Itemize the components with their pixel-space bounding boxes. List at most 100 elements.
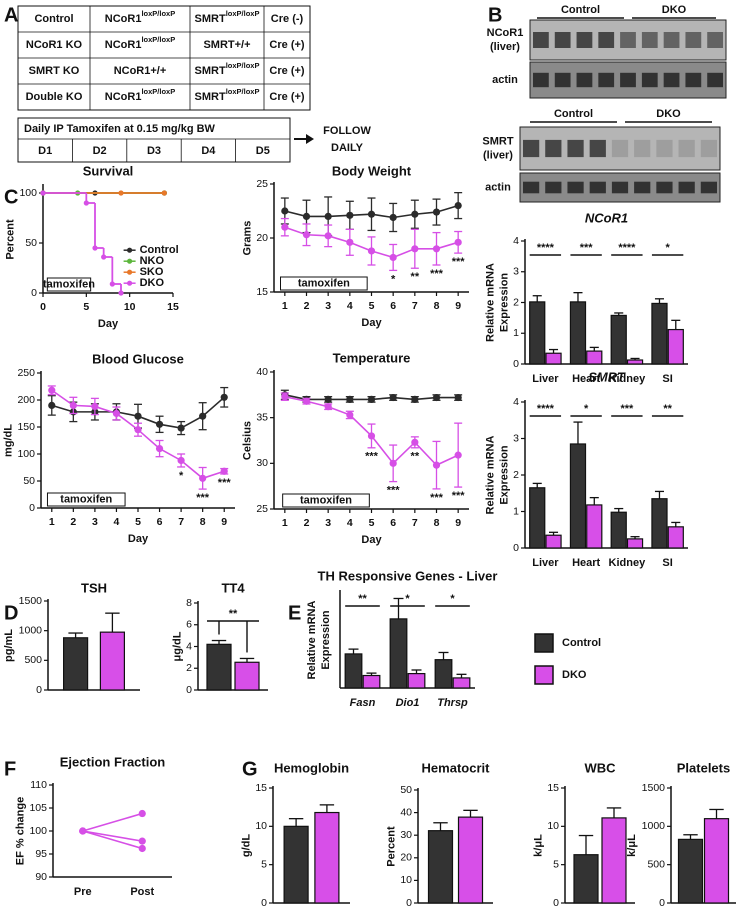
significance-label: *** xyxy=(430,492,444,504)
y-tick-label: 50 xyxy=(25,237,37,249)
x-tick-label: 5 xyxy=(369,300,375,312)
chart-title: Temperature xyxy=(333,350,411,365)
y-axis-label: EF % change xyxy=(14,797,26,865)
schedule-follow: DAILY xyxy=(331,142,364,154)
bar xyxy=(344,653,363,689)
y-axis-label: k/μL xyxy=(533,834,545,857)
bar xyxy=(677,838,704,904)
series-marker xyxy=(367,395,376,403)
cell-superscript: loxP/loxP xyxy=(141,35,175,44)
legend-marker xyxy=(127,269,133,275)
blot-band xyxy=(707,32,723,48)
x-tick-label: 7 xyxy=(178,516,184,528)
table-cell: NCoR1+/+ xyxy=(114,65,167,77)
series-line xyxy=(82,830,143,850)
panel-label: A xyxy=(4,4,18,26)
series-marker xyxy=(411,395,419,403)
blot-row-label: SMRT xyxy=(482,135,513,147)
bar xyxy=(99,631,126,691)
table-cell: NCoR1loxP/loxP xyxy=(105,87,175,102)
series-marker xyxy=(199,412,207,420)
panel-label: E xyxy=(288,602,301,624)
series-marker xyxy=(48,386,56,394)
y-tick-label: 500 xyxy=(24,654,42,666)
y-tick-label: 1 xyxy=(513,327,519,339)
significance-label: *** xyxy=(196,492,210,504)
legend-marker xyxy=(127,258,133,264)
legend-marker xyxy=(127,280,133,286)
y-tick-label: 40 xyxy=(256,366,268,378)
y-axis-label: mg/dL xyxy=(2,424,14,457)
blot-band xyxy=(567,181,584,194)
blot-band xyxy=(554,32,571,48)
cell-base: NCoR1 xyxy=(105,39,142,51)
series-line xyxy=(82,830,143,842)
y-tick-label: 30 xyxy=(400,829,412,841)
survival-marker xyxy=(161,190,167,196)
x-tick-label: Fasn xyxy=(350,697,376,709)
x-tick-label: Thrsp xyxy=(437,697,468,709)
y-tick-label: 20 xyxy=(256,232,268,244)
x-tick-label: 4 xyxy=(347,517,353,529)
survival-marker xyxy=(92,245,98,251)
series-marker xyxy=(432,393,441,402)
y-tick-label: 150 xyxy=(17,421,35,433)
survival-marker xyxy=(109,281,115,287)
series-line xyxy=(82,812,143,832)
bar xyxy=(434,659,453,689)
significance-label: ** xyxy=(358,593,367,605)
y-tick-label: 0 xyxy=(513,358,519,370)
blot-band xyxy=(678,181,695,194)
x-tick-label: 2 xyxy=(304,300,310,312)
table-cell: Double KO xyxy=(26,91,83,103)
cell-superscript: loxP/loxP xyxy=(226,9,260,18)
blot-band xyxy=(523,181,540,194)
series-marker xyxy=(48,401,56,409)
blot-band xyxy=(589,181,606,194)
chart-title: SMRT xyxy=(588,369,626,384)
blot-band xyxy=(641,32,658,48)
significance-label: *** xyxy=(452,256,466,268)
significance-label: ** xyxy=(411,451,420,463)
annotation-box xyxy=(282,493,370,508)
blot-band xyxy=(656,139,673,158)
x-tick-label: 6 xyxy=(390,517,396,529)
chart-title: Ejection Fraction xyxy=(60,754,166,769)
x-tick-label: 7 xyxy=(412,300,418,312)
cell-base: SMRT xyxy=(195,91,226,103)
y-tick-label: 15 xyxy=(256,286,268,298)
x-tick-label: 6 xyxy=(157,516,163,528)
blot-band xyxy=(663,32,680,48)
arrow-head xyxy=(306,134,314,144)
x-tick-label: 8 xyxy=(434,300,440,312)
significance-label: ** xyxy=(229,608,238,620)
series-marker xyxy=(389,459,397,467)
blot-band xyxy=(554,72,571,88)
annotation-label: tamoxifen xyxy=(298,277,350,289)
significance-label: *** xyxy=(218,477,232,489)
y-tick-label: 2 xyxy=(186,662,192,674)
bar xyxy=(457,816,484,904)
series-marker xyxy=(138,844,146,853)
series-marker xyxy=(220,393,228,401)
y-tick-label: 0 xyxy=(553,897,559,909)
y-tick-label: 20 xyxy=(400,852,412,864)
series-marker xyxy=(367,247,376,255)
blot-group-label: Control xyxy=(561,4,600,16)
x-tick-label: 3 xyxy=(92,516,98,528)
bar xyxy=(586,350,603,365)
bar xyxy=(610,314,627,365)
significance-label: * xyxy=(179,470,184,482)
schedule-follow: FOLLOW xyxy=(323,125,371,137)
series-marker xyxy=(281,393,289,401)
legend-marker xyxy=(127,247,133,253)
series-marker xyxy=(324,403,332,411)
bar xyxy=(667,526,684,549)
chart-title: TSH xyxy=(81,580,107,595)
y-tick-label: 1000 xyxy=(642,820,666,832)
blot-group-label: DKO xyxy=(662,4,687,16)
chart-title: Survival xyxy=(83,163,134,178)
x-tick-label: 9 xyxy=(455,517,461,529)
x-tick-label: Liver xyxy=(532,373,559,385)
y-axis-label: μg/dL xyxy=(172,631,184,661)
